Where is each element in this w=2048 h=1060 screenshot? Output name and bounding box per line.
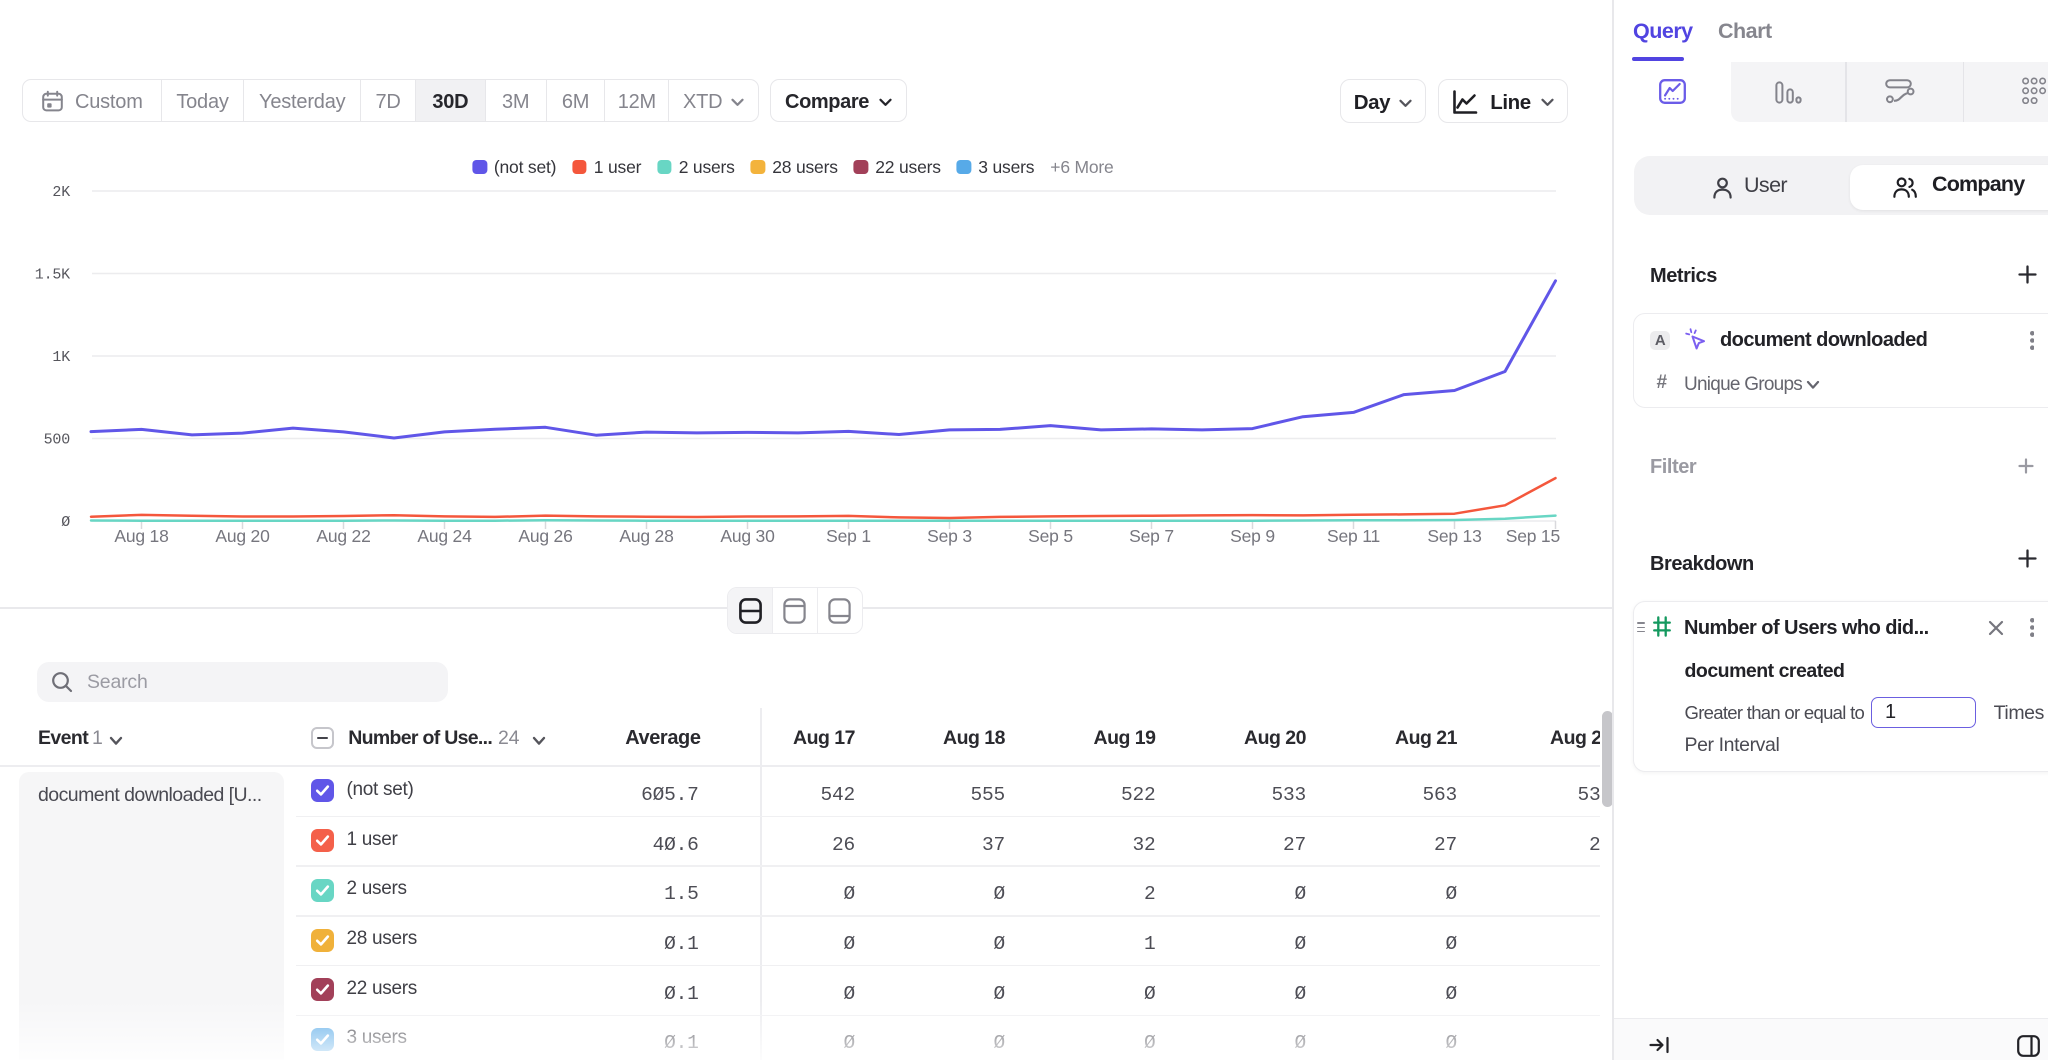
svg-text:Sep 9: Sep 9 xyxy=(1230,526,1275,546)
svg-text:Sep 15: Sep 15 xyxy=(1506,526,1560,546)
svg-text:Aug 22: Aug 22 xyxy=(316,526,370,546)
svg-text:Sep 3: Sep 3 xyxy=(927,526,972,546)
svg-text:Sep 13: Sep 13 xyxy=(1427,526,1481,546)
svg-text:Aug 18: Aug 18 xyxy=(114,526,168,546)
svg-text:Ø: Ø xyxy=(61,514,70,531)
svg-text:Aug 24: Aug 24 xyxy=(417,526,472,546)
svg-text:Sep 5: Sep 5 xyxy=(1028,526,1073,546)
svg-text:Aug 26: Aug 26 xyxy=(518,526,572,546)
svg-text:Aug 30: Aug 30 xyxy=(720,526,775,546)
svg-text:1K: 1K xyxy=(52,349,70,366)
svg-text:Sep 7: Sep 7 xyxy=(1129,526,1174,546)
svg-text:Sep 11: Sep 11 xyxy=(1327,526,1380,546)
svg-text:Aug 20: Aug 20 xyxy=(215,526,270,546)
svg-text:1.5K: 1.5K xyxy=(35,267,70,284)
svg-text:2K: 2K xyxy=(52,184,70,201)
svg-text:500: 500 xyxy=(44,432,71,449)
svg-text:Sep 1: Sep 1 xyxy=(826,526,871,546)
svg-text:Aug 28: Aug 28 xyxy=(619,526,673,546)
